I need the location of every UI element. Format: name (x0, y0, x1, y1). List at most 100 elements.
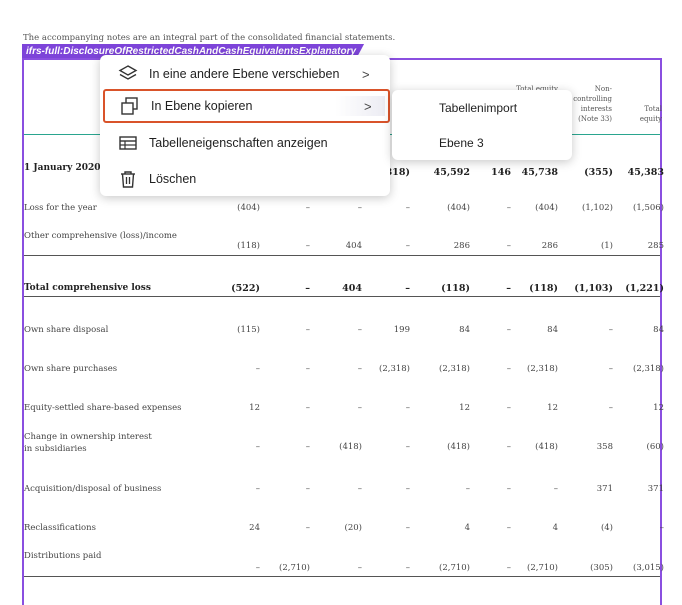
table-cell: (2,318) (527, 364, 558, 374)
row-label: Change in ownership interest (24, 432, 152, 442)
table-cell: (2,318) (379, 364, 410, 374)
table-cell: (2,710) (439, 563, 470, 573)
row-separator (24, 296, 660, 297)
table-cell: 4 (464, 523, 470, 533)
table-cell: 12 (547, 403, 558, 413)
table-cell: 12 (653, 403, 664, 413)
context-menu: In eine andere Ebene verschieben > In Eb… (100, 55, 390, 196)
table-cell: (118) (237, 241, 260, 251)
table-cell: 84 (653, 325, 664, 335)
row-label: Own share purchases (24, 364, 118, 374)
menu-item-table-properties[interactable]: Tabelleneigenschaften anzeigen (100, 126, 390, 160)
table-cell: – (305, 325, 310, 335)
col-header-line: Non- (594, 85, 612, 93)
col-header-line: (Note 33) (578, 115, 612, 123)
table-cell: 285 (647, 241, 664, 251)
row-label: Total comprehensive loss (24, 283, 151, 293)
table-cell: – (305, 403, 310, 413)
table-cell: (1,506) (633, 203, 664, 213)
menu-item-move-layer[interactable]: In eine andere Ebene verschieben > (100, 57, 390, 91)
table-cell: (355) (584, 167, 613, 178)
table-cell: – (405, 203, 410, 213)
table-cell: (1,221) (625, 283, 664, 294)
submenu-item-label: Tabellenimport (439, 101, 518, 115)
table-cell: 404 (345, 241, 362, 251)
row-label: Distributions paid (24, 551, 102, 561)
table-cell: 404 (342, 283, 362, 294)
table-cell: – (357, 484, 362, 494)
table-cell: 371 (596, 484, 613, 494)
chevron-right-icon: > (362, 66, 370, 82)
row-separator (24, 255, 660, 256)
row-label: Reclassifications (24, 523, 97, 533)
table-cell: (404) (535, 203, 558, 213)
table-cell: – (405, 484, 410, 494)
table-cell: – (305, 241, 310, 251)
col-header-line: equity (639, 115, 662, 123)
table-cell: – (553, 484, 558, 494)
table-cell: – (305, 364, 310, 374)
table-cell: – (405, 241, 410, 251)
table-cell: (1) (600, 241, 613, 251)
table-cell: – (506, 241, 511, 251)
row-label: 1 January 2020 (24, 163, 101, 173)
table-cell: – (506, 442, 511, 452)
submenu-item-label: Ebene 3 (439, 136, 484, 150)
table-cell: 371 (647, 484, 664, 494)
trash-icon (117, 168, 139, 190)
submenu-item-tabellenimport[interactable]: Tabellenimport (392, 91, 572, 125)
table-cell: – (405, 442, 410, 452)
table-cell: – (608, 364, 613, 374)
table-cell: (60) (646, 442, 664, 452)
table-cell: (404) (237, 203, 260, 213)
menu-item-label: Tabelleneigenschaften anzeigen (149, 136, 328, 150)
table-cell: (3,015) (633, 563, 664, 573)
table-cell: (2,318) (439, 364, 470, 374)
col-header-non-controlling: Non- controlling interests (Note 33) (560, 84, 612, 124)
table-cell: (522) (231, 283, 260, 294)
table-cell: 45,383 (627, 167, 664, 178)
table-cell: – (357, 364, 362, 374)
row-label: Loss for the year (24, 203, 97, 213)
table-cell: 286 (453, 241, 470, 251)
table-cell: 84 (459, 325, 470, 335)
table-cell: – (506, 283, 511, 294)
submenu-item-ebene-3[interactable]: Ebene 3 (392, 126, 572, 160)
table-cell: – (357, 563, 362, 573)
row-label-continued: in subsidiaries (24, 444, 87, 454)
table-cell: 318) (385, 167, 410, 178)
table-cell: 4 (552, 523, 558, 533)
layers-icon (117, 63, 139, 85)
table-cell: 358 (596, 442, 613, 452)
row-label: Acquisition/disposal of business (24, 484, 162, 494)
row-separator (24, 576, 660, 577)
table-cell: (2,710) (279, 563, 310, 573)
table-cell: – (255, 364, 260, 374)
table-cell: – (405, 283, 410, 294)
table-cell: – (405, 403, 410, 413)
table-cell: – (608, 403, 613, 413)
table-cell: – (506, 563, 511, 573)
table-cell: – (659, 523, 664, 533)
table-cell: (1,102) (582, 203, 613, 213)
menu-item-copy-layer[interactable]: In Ebene kopieren > (103, 89, 390, 123)
menu-item-label: In eine andere Ebene verschieben (149, 67, 340, 81)
table-cell: – (608, 325, 613, 335)
table-cell: – (305, 523, 310, 533)
table-cell: (118) (441, 283, 470, 294)
table-cell: (418) (339, 442, 362, 452)
table-cell: – (357, 325, 362, 335)
col-header-line: interests (580, 105, 612, 113)
table-cell: 12 (249, 403, 260, 413)
table-cell: (4) (600, 523, 613, 533)
table-cell: – (305, 484, 310, 494)
table-cell: – (405, 563, 410, 573)
table-cell: – (357, 203, 362, 213)
table-cell: (1,103) (574, 283, 613, 294)
table-cell: (118) (529, 283, 558, 294)
table-cell: – (506, 523, 511, 533)
chevron-right-icon: > (364, 98, 372, 114)
table-cell: (20) (344, 523, 362, 533)
menu-item-delete[interactable]: Löschen (100, 162, 390, 196)
table-cell: 12 (459, 403, 470, 413)
